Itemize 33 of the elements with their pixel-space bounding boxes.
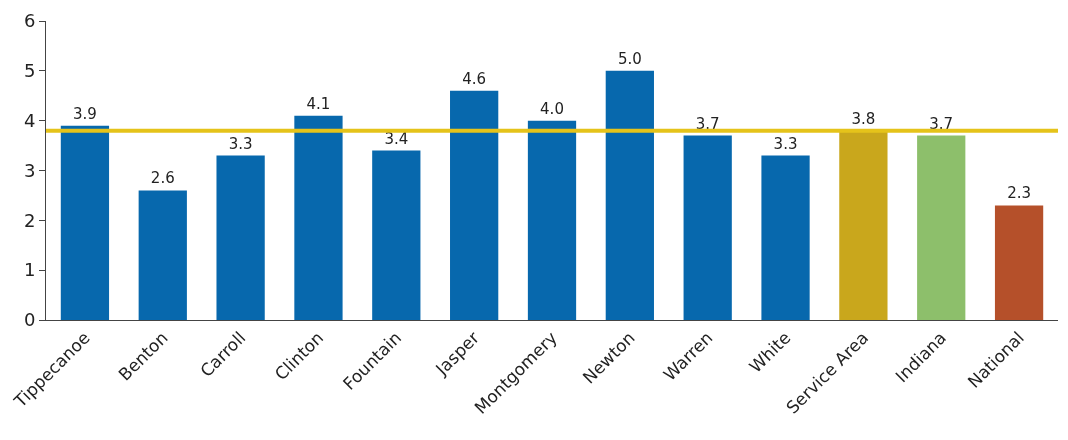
bar	[372, 150, 421, 320]
bar	[994, 205, 1044, 320]
y-tick-label: 5	[23, 60, 36, 82]
bar	[761, 155, 810, 320]
data-label: 4.0	[540, 99, 564, 118]
data-label: 3.9	[73, 104, 97, 123]
y-tick-label: 4	[23, 109, 36, 131]
bar	[527, 120, 577, 320]
data-label: 5.0	[617, 49, 642, 68]
bar	[216, 155, 265, 320]
bar	[138, 190, 187, 320]
bar	[917, 135, 966, 320]
data-label: 3.8	[851, 109, 876, 128]
data-label: 3.3	[773, 134, 798, 153]
y-tick-label: 6	[23, 10, 36, 32]
data-label: 4.6	[462, 69, 487, 88]
data-label: 2.3	[1007, 184, 1031, 203]
y-tick-label: 3	[23, 159, 36, 181]
bar	[839, 130, 888, 320]
data-label: 3.7	[929, 114, 954, 133]
bar	[605, 70, 654, 320]
data-label: 2.6	[150, 169, 175, 188]
data-label: 3.7	[695, 114, 720, 133]
bar	[683, 135, 732, 320]
y-tick-label: 0	[23, 309, 36, 331]
data-label: 3.3	[228, 134, 253, 153]
bar	[294, 115, 343, 320]
bar	[60, 125, 110, 320]
bar	[450, 90, 499, 320]
y-tick-label: 2	[23, 209, 36, 231]
data-label: 4.1	[306, 94, 331, 113]
data-label: 3.4	[384, 129, 409, 148]
y-tick-label: 1	[23, 259, 36, 281]
